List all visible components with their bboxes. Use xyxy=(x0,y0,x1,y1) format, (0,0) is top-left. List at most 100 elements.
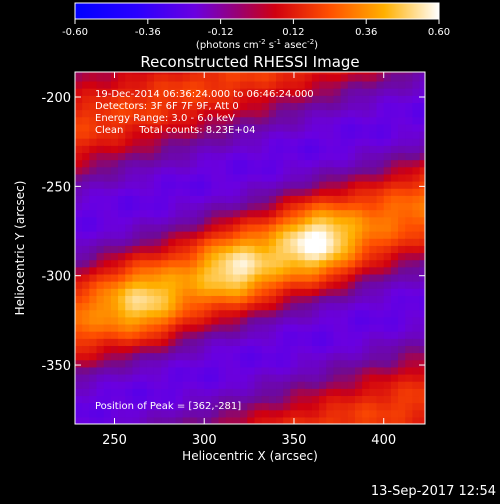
heatmap-cell xyxy=(110,152,119,161)
heatmap-cell xyxy=(376,238,385,246)
heatmap-cell xyxy=(89,159,98,168)
heatmap-cell xyxy=(225,316,234,325)
heatmap-cell xyxy=(125,409,134,418)
heatmap-cell xyxy=(276,159,284,168)
heatmap-cell xyxy=(89,202,98,211)
heatmap-cell xyxy=(89,295,98,304)
heatmap-cell xyxy=(197,359,205,368)
heatmap-cell xyxy=(211,223,220,232)
heatmap-cell xyxy=(326,388,335,397)
heatmap-cell xyxy=(211,302,220,311)
heatmap-cell xyxy=(125,73,134,82)
heatmap-cell xyxy=(340,295,349,304)
heatmap-cell xyxy=(161,130,169,139)
heatmap-cell xyxy=(125,209,134,218)
heatmap-cell xyxy=(261,259,270,268)
heatmap-cell xyxy=(168,309,177,318)
heatmap-cell xyxy=(390,123,399,132)
heatmap-cell xyxy=(153,173,162,182)
heatmap-cell xyxy=(290,323,299,332)
heatmap-cell xyxy=(89,245,98,254)
heatmap-cell xyxy=(326,188,335,196)
heatmap-cell xyxy=(118,209,126,218)
heatmap-cell xyxy=(419,180,425,189)
heatmap-cell xyxy=(283,80,291,89)
heatmap-cell xyxy=(146,373,155,382)
heatmap-cell xyxy=(247,309,256,318)
heatmap-cell xyxy=(232,395,241,404)
heatmap-cell xyxy=(290,302,299,311)
heatmap-cell xyxy=(175,345,184,354)
heatmap-cell xyxy=(218,95,227,103)
heatmap-cell xyxy=(189,102,198,111)
heatmap-cell xyxy=(398,309,406,318)
heatmap-cell xyxy=(168,188,177,196)
heatmap-cell xyxy=(75,295,83,304)
heatmap-cell xyxy=(347,188,356,196)
heatmap-cell xyxy=(240,373,248,382)
heatmap-cell xyxy=(319,109,327,118)
heatmap-cell xyxy=(398,231,406,239)
heatmap-cell xyxy=(125,359,134,368)
heatmap-cell xyxy=(276,238,284,246)
heatmap-cell xyxy=(211,316,220,325)
heatmap-cell xyxy=(110,288,119,296)
heatmap-cell xyxy=(146,130,155,139)
heatmap-cell xyxy=(247,316,256,325)
heatmap-cell xyxy=(110,266,119,275)
heatmap-cell xyxy=(89,195,98,204)
heatmap-cell xyxy=(204,88,213,96)
heatmap-cell xyxy=(283,73,291,82)
heatmap-cell xyxy=(383,309,392,318)
heatmap-cell xyxy=(311,102,320,111)
heatmap-cell xyxy=(139,381,148,389)
heatmap-cell xyxy=(355,395,363,404)
heatmap-cell xyxy=(189,231,198,239)
heatmap-cell xyxy=(161,216,169,225)
heatmap-cell xyxy=(297,416,306,424)
heatmap-cell xyxy=(362,73,370,82)
heatmap-cell xyxy=(383,331,392,339)
heatmap-cell xyxy=(96,123,105,132)
heatmap-cell xyxy=(390,209,399,218)
heatmap-cell xyxy=(254,223,263,232)
heatmap-cell xyxy=(146,402,155,411)
heatmap-cell xyxy=(276,173,284,182)
heatmap-cell xyxy=(283,295,291,304)
heatmap-cell xyxy=(161,338,169,346)
heatmap-cell xyxy=(376,195,385,204)
heatmap-cell xyxy=(276,302,284,311)
heatmap-cell xyxy=(211,180,220,189)
heatmap-cell xyxy=(161,102,169,111)
heatmap-cell xyxy=(247,180,256,189)
heatmap-cell xyxy=(290,202,299,211)
heatmap-cell xyxy=(405,252,414,261)
heatmap-cell xyxy=(153,109,162,118)
heatmap-cell xyxy=(153,316,162,325)
heatmap-cell xyxy=(261,180,270,189)
heatmap-cell xyxy=(103,138,112,146)
heatmap-cell xyxy=(139,80,148,89)
heatmap-cell xyxy=(125,123,134,132)
heatmap-cell xyxy=(96,416,105,424)
heatmap-cell xyxy=(204,73,213,82)
heatmap-cell xyxy=(161,145,169,154)
heatmap-cell xyxy=(211,352,220,361)
heatmap-cell xyxy=(398,338,406,346)
heatmap-cell xyxy=(175,73,184,82)
heatmap-cell xyxy=(218,373,227,382)
heatmap-cell xyxy=(261,359,270,368)
y-tick-label: -200 xyxy=(41,91,71,106)
heatmap-cell xyxy=(197,245,205,254)
heatmap-cell xyxy=(347,359,356,368)
annotation-block: 19-Dec-2014 06:36:24.000 to 06:46:24.000… xyxy=(95,89,314,136)
heatmap-cell xyxy=(283,166,291,175)
heatmap-cell xyxy=(383,395,392,404)
heatmap-cell xyxy=(168,409,177,418)
heatmap-cell xyxy=(297,345,306,354)
heatmap-cell xyxy=(240,409,248,418)
heatmap-cell xyxy=(268,273,277,282)
heatmap-cell xyxy=(333,231,342,239)
colorbar-gradient xyxy=(74,2,440,20)
heatmap-cell xyxy=(240,295,248,304)
